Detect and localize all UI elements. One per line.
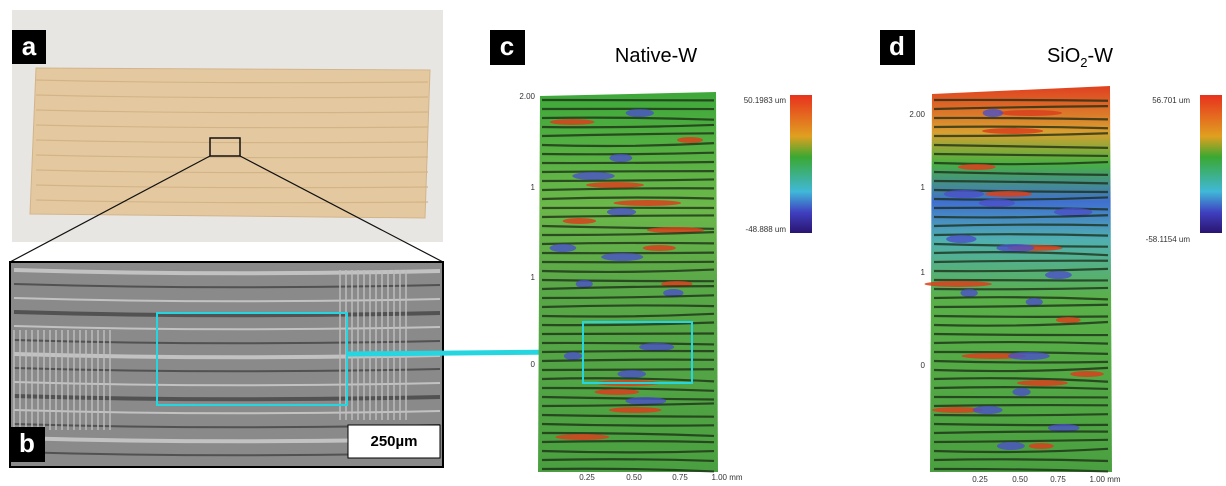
surface-peak xyxy=(1017,380,1068,386)
surface-peak xyxy=(586,182,644,188)
color-bar-min: -48.888 um xyxy=(746,225,787,234)
surface-ridge xyxy=(934,405,1108,406)
surface-ridge xyxy=(934,334,1108,335)
surface-ridge xyxy=(934,414,1108,415)
surface-ridge xyxy=(542,243,714,244)
surface-pit xyxy=(944,190,985,198)
surface-pit xyxy=(572,172,615,180)
x-axis-label: 0.75 xyxy=(672,473,688,482)
surface-pit xyxy=(564,352,582,360)
panel-d: d SiO2-W 56.701 um -58.1154 um xyxy=(880,30,1222,472)
surface-pit xyxy=(1012,388,1030,396)
figure: a 250µm b c Native-W 50.1983 um -48.888 … xyxy=(0,0,1226,486)
surface-pit xyxy=(609,154,632,162)
y-axis-label: 2.00 xyxy=(519,92,535,101)
x-axis-label: 1.00 mm xyxy=(1089,475,1120,484)
surface-ridge xyxy=(542,441,714,442)
surface-pit xyxy=(979,199,1015,207)
color-bar-max: 50.1983 um xyxy=(744,96,787,105)
panel-label: b xyxy=(19,428,35,458)
scale-bar-label: 250µm xyxy=(370,433,417,450)
x-axis-label: 1.00 mm xyxy=(711,473,742,482)
panel-a: a xyxy=(10,10,443,262)
x-axis-label: 0.75 xyxy=(1050,475,1066,484)
panel-label: d xyxy=(889,31,905,61)
surface-peak xyxy=(609,407,662,413)
surface-ridge xyxy=(542,280,714,281)
surface-peak xyxy=(1056,317,1081,323)
surface-pit xyxy=(983,109,1004,117)
panel-title: SiO2-W xyxy=(1047,45,1113,70)
color-bar-min: -58.1154 um xyxy=(1146,235,1191,244)
surface-ridge xyxy=(934,100,1108,101)
surface-peak xyxy=(958,164,996,170)
title-subscript: 2 xyxy=(1080,55,1087,70)
y-axis-label: 1 xyxy=(531,183,536,192)
panel-title: Native-W xyxy=(615,45,697,67)
surface-peak xyxy=(555,434,609,440)
surface-peak xyxy=(563,218,597,224)
surface-peak xyxy=(594,389,639,395)
surface-pit xyxy=(1026,298,1043,306)
surface-pit xyxy=(960,289,977,297)
panel-c: c Native-W 50.1983 um -48.888 um xyxy=(490,30,812,472)
y-axis-label: 1 xyxy=(921,183,926,192)
surface-pit xyxy=(973,406,1003,414)
surface-ridge xyxy=(542,333,714,334)
x-axis-label: 0.50 xyxy=(626,473,642,482)
color-bar xyxy=(1200,95,1222,233)
surface-pit xyxy=(639,343,674,351)
surface-peak xyxy=(985,191,1032,197)
surface-peak xyxy=(677,137,703,143)
title-part: SiO xyxy=(1047,45,1080,67)
surface-peak xyxy=(1070,371,1104,377)
surface-pit xyxy=(1045,271,1072,279)
color-bar-max: 56.701 um xyxy=(1152,96,1190,105)
surface-pit xyxy=(626,109,654,117)
surface-peak xyxy=(550,119,595,125)
panel-label: c xyxy=(500,31,514,61)
panel-b: 250µm b xyxy=(10,262,582,467)
surface-peak xyxy=(1029,443,1054,449)
surface-pit xyxy=(601,253,643,261)
title-part: -W xyxy=(1088,45,1114,67)
surface-ridge xyxy=(934,424,1108,425)
surface-pit xyxy=(617,370,646,378)
y-axis-label: 1 xyxy=(531,273,536,282)
surface-ridge xyxy=(934,316,1108,317)
y-axis-label: 2.00 xyxy=(909,110,925,119)
y-axis-label: 0 xyxy=(531,360,536,369)
surface-peak xyxy=(643,245,676,251)
arrow-shaft xyxy=(347,352,568,354)
x-axis-label: 0.25 xyxy=(972,475,988,484)
surface-ridge xyxy=(542,369,714,370)
surface-peak xyxy=(614,200,682,206)
surface-pit xyxy=(1054,208,1093,216)
color-bar xyxy=(790,95,812,233)
surface-ridge xyxy=(542,253,714,254)
surface-ridge xyxy=(542,351,714,352)
surface-ridge xyxy=(542,171,714,172)
surface-pit xyxy=(946,235,976,243)
surface-pit xyxy=(996,244,1034,252)
surface-peak xyxy=(999,110,1062,116)
surface-pit xyxy=(1008,352,1050,360)
panel-label: a xyxy=(22,31,37,61)
surface-ridge xyxy=(542,162,714,163)
x-axis-label: 0.50 xyxy=(1012,475,1028,484)
surface-pit xyxy=(550,244,577,252)
y-axis-label: 0 xyxy=(921,361,926,370)
x-axis-label: 0.25 xyxy=(579,473,595,482)
surface-peak xyxy=(924,281,992,287)
surface-ridge xyxy=(934,288,1108,289)
surface-peak xyxy=(982,128,1043,134)
y-axis-label: 1 xyxy=(921,268,926,277)
surface-pit xyxy=(997,442,1025,450)
